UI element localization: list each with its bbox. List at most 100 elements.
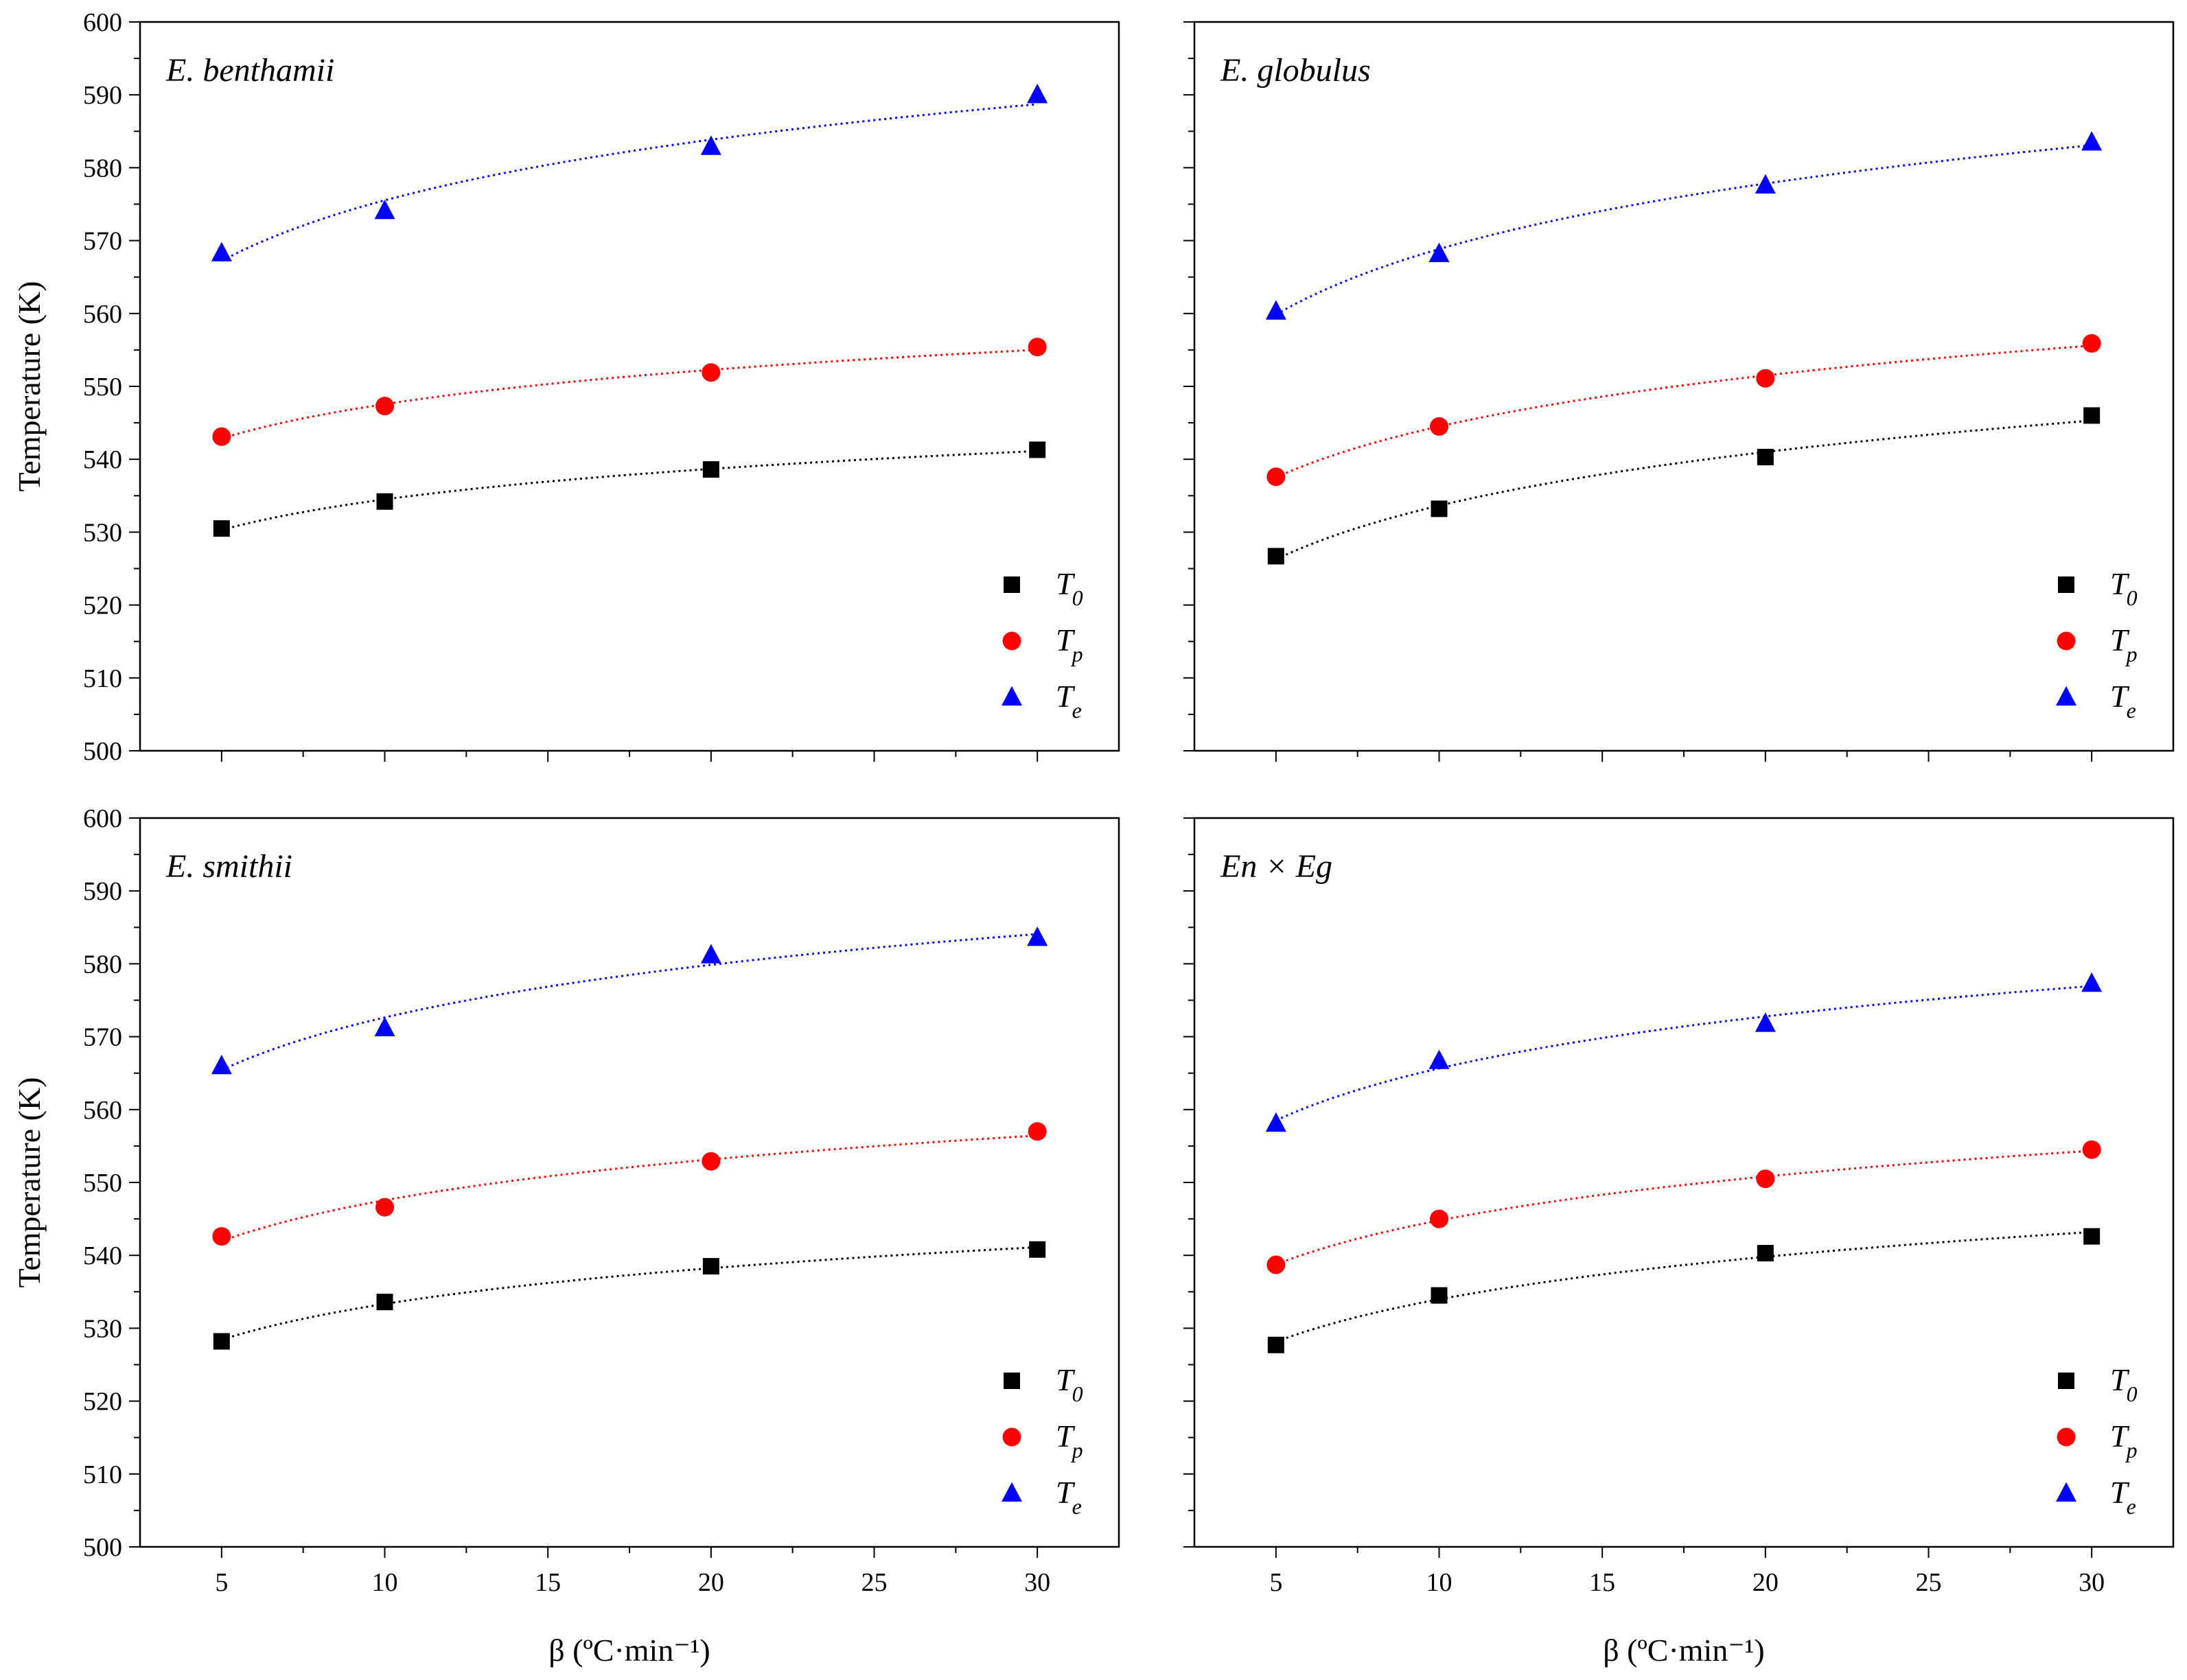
plot-frame [1193,817,2175,1548]
legend-marker-Te [2056,1482,2076,1502]
x-tick-label: 30 [1024,1568,1050,1597]
panel-benthamii: 500 510 520 530 540 550 560 570 580 590 600 Tempera… [12,8,1120,766]
data-point-T0 [213,520,230,537]
series-Te [1265,131,2103,320]
data-point-Tp [702,1152,721,1171]
plot-frame [139,21,1120,752]
legend-label-Te: Te [1056,679,1082,723]
data-point-Te [1265,300,1286,320]
trend-line-Tp [221,349,1038,440]
data-point-Te [700,135,721,155]
trend-line-Te [221,933,1038,1071]
y-tick-label: 570 [83,227,122,256]
series-Tp [1266,1140,2101,1274]
legend-marker-Tp [1002,631,1021,651]
y-tick-label: 520 [83,1388,122,1416]
y-tick-label: 580 [83,154,122,183]
series-Tp [212,1122,1047,1246]
data-point-Te [1428,242,1450,262]
legend-label-T0: T0 [1056,566,1083,610]
plot-frame [139,817,1120,1548]
trend-line-T0 [1275,1230,2092,1343]
y-tick-label: 540 [83,445,122,474]
trend-line-Tp [221,1134,1038,1242]
data-point-T0 [1431,1287,1448,1304]
panel-title: E. smithii [165,848,292,885]
legend-marker-Te [1002,686,1022,706]
data-point-T0 [376,1294,393,1311]
series-Tp [212,338,1047,446]
y-tick-label: 510 [83,664,122,693]
data-point-Tp [1756,1169,1775,1189]
data-point-Tp [1266,1255,1286,1274]
x-tick-label: 20 [698,1568,724,1597]
legend-label-Te: Te [2110,679,2136,723]
data-point-T0 [702,1258,719,1275]
x-tick-label: 15 [535,1568,561,1597]
legend-subscript: e [2127,698,2136,723]
legend-label-T0: T0 [2110,566,2138,610]
legend: T0 Tp Te [2056,1362,2138,1519]
x-tick-label: 5 [1269,1568,1282,1597]
x-axis-title: β (ºC·min⁻¹) [548,1633,710,1668]
y-tick-label: 500 [83,737,122,766]
data-point-Te [1428,1049,1450,1069]
y-tick-label: 560 [83,1096,122,1125]
legend-label-Tp: Tp [2110,622,2138,666]
data-point-Te [211,242,232,261]
legend: T0 Tp Te [1002,1362,1083,1519]
legend-marker-T0 [1004,1373,1020,1389]
x-tick-label: 5 [215,1568,228,1597]
legend-label-Tp: Tp [1056,622,1083,666]
y-axis-title: Temperature (K) [12,281,47,491]
panel-title: En × Eg [1220,848,1332,885]
y-tick-label: 520 [83,592,122,620]
x-tick-label: 20 [1752,1568,1779,1597]
data-point-Te [2081,972,2103,992]
data-point-Tp [2082,334,2101,353]
legend-label-T0: T0 [2110,1362,2138,1406]
legend: T0 Tp Te [1002,566,1083,723]
data-point-Tp [2082,1140,2101,1159]
legend-marker-T0 [2058,576,2074,593]
panel-title: E. globulus [1220,52,1371,89]
legend-subscript: e [1072,1494,1082,1519]
legend-label-Te: Te [1056,1475,1082,1519]
legend-marker-Tp [2057,631,2076,651]
x-tick-label: 15 [1589,1568,1615,1597]
y-tick-label: 550 [83,373,122,401]
data-point-T0 [376,493,393,510]
data-point-T0 [213,1333,230,1350]
series-Te [211,84,1048,262]
data-point-Te [1755,1012,1776,1032]
legend-subscript: 0 [1072,1381,1083,1406]
legend-subscript: e [2127,1494,2136,1519]
legend-label-T0: T0 [1056,1362,1083,1406]
trend-line-T0 [1275,419,2092,561]
y-tick-label: 600 [83,8,122,37]
legend-label-Tp: Tp [1056,1419,1083,1462]
data-point-Te [374,199,395,220]
data-point-Tp [1430,417,1448,436]
x-tick-label: 30 [2079,1568,2105,1597]
data-point-Te [1027,926,1048,946]
trend-line-Te [1275,985,2092,1121]
data-point-Te [1027,84,1048,104]
data-point-Tp [1028,1122,1047,1141]
x-tick-label: 10 [1426,1568,1453,1597]
plot-frame [1193,21,2175,752]
y-tick-label: 510 [83,1460,122,1489]
x-tick-label: 25 [1916,1568,1942,1597]
data-point-Tp [1756,369,1775,388]
y-axis-title: Temperature (K) [12,1077,47,1287]
data-point-Tp [1028,338,1047,357]
trend-line-T0 [221,1246,1038,1341]
y-tick-label: 600 [83,804,122,833]
series-T0 [1267,407,2101,565]
legend-marker-Tp [1002,1427,1021,1447]
data-point-Te [374,1016,395,1037]
legend-subscript: p [1071,642,1083,666]
series-Tp [1266,334,2101,487]
